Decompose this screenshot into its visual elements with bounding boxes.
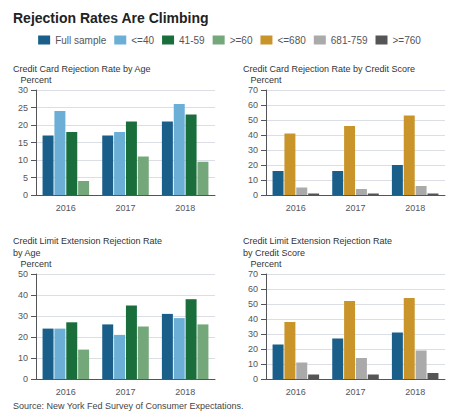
svg-text:30: 30 xyxy=(18,85,28,95)
svg-text:40: 40 xyxy=(248,314,258,324)
svg-text:2016: 2016 xyxy=(286,203,306,213)
svg-text:Percent: Percent xyxy=(250,75,282,85)
svg-text:>=760: >=760 xyxy=(393,35,422,46)
svg-text:Credit Limit Extension Rejecti: Credit Limit Extension Rejection Rate xyxy=(13,236,162,246)
svg-text:Percent: Percent xyxy=(20,259,52,269)
svg-text:>=60: >=60 xyxy=(230,35,253,46)
svg-text:30: 30 xyxy=(18,311,28,321)
svg-text:10: 10 xyxy=(18,353,28,363)
svg-text:41-59: 41-59 xyxy=(179,35,205,46)
svg-text:2017: 2017 xyxy=(115,387,135,397)
svg-text:70: 70 xyxy=(248,269,258,279)
svg-text:25: 25 xyxy=(18,103,28,113)
svg-text:20: 20 xyxy=(248,344,258,354)
svg-text:2017: 2017 xyxy=(115,203,135,213)
svg-text:30: 30 xyxy=(248,329,258,339)
svg-text:2018: 2018 xyxy=(405,387,425,397)
svg-text:2016: 2016 xyxy=(286,387,306,397)
svg-text:Source: New York Fed Survey of: Source: New York Fed Survey of Consumer … xyxy=(13,401,244,411)
svg-text:70: 70 xyxy=(248,85,258,95)
svg-text:60: 60 xyxy=(248,100,258,110)
svg-text:40: 40 xyxy=(18,290,28,300)
svg-text:10: 10 xyxy=(248,359,258,369)
svg-text:30: 30 xyxy=(248,145,258,155)
svg-text:<=40: <=40 xyxy=(131,35,154,46)
svg-text:0: 0 xyxy=(23,374,28,384)
svg-text:40: 40 xyxy=(248,130,258,140)
svg-text:Credit Limit Extension Rejecti: Credit Limit Extension Rejection Rate xyxy=(243,236,392,246)
svg-text:2018: 2018 xyxy=(405,203,425,213)
svg-text:50: 50 xyxy=(248,299,258,309)
svg-text:Percent: Percent xyxy=(20,75,52,85)
svg-text:50: 50 xyxy=(248,115,258,125)
svg-text:2017: 2017 xyxy=(345,203,365,213)
svg-text:2016: 2016 xyxy=(56,387,76,397)
svg-text:Full sample: Full sample xyxy=(55,35,107,46)
svg-text:60: 60 xyxy=(248,284,258,294)
svg-text:10: 10 xyxy=(18,155,28,165)
svg-text:20: 20 xyxy=(18,332,28,342)
svg-text:15: 15 xyxy=(18,138,28,148)
svg-text:Rejection Rates Are Climbing: Rejection Rates Are Climbing xyxy=(13,10,209,26)
svg-text:0: 0 xyxy=(23,190,28,200)
svg-text:50: 50 xyxy=(18,269,28,279)
svg-text:681-759: 681-759 xyxy=(331,35,368,46)
svg-text:2016: 2016 xyxy=(56,203,76,213)
svg-text:2017: 2017 xyxy=(345,387,365,397)
svg-text:0: 0 xyxy=(253,190,258,200)
svg-text:2018: 2018 xyxy=(175,387,195,397)
svg-text:by Credit Score: by Credit Score xyxy=(243,248,305,258)
svg-text:20: 20 xyxy=(18,120,28,130)
svg-text:10: 10 xyxy=(248,175,258,185)
svg-text:20: 20 xyxy=(248,160,258,170)
svg-text:2018: 2018 xyxy=(175,203,195,213)
svg-text:Credit Card Rejection Rate by: Credit Card Rejection Rate by Credit Sco… xyxy=(243,64,415,74)
svg-text:<=680: <=680 xyxy=(277,35,306,46)
svg-text:0: 0 xyxy=(253,374,258,384)
svg-text:Credit Card Rejection Rate by: Credit Card Rejection Rate by Age xyxy=(13,64,151,74)
svg-text:5: 5 xyxy=(23,173,28,183)
svg-text:Percent: Percent xyxy=(250,259,282,269)
svg-text:by Age: by Age xyxy=(13,248,41,258)
